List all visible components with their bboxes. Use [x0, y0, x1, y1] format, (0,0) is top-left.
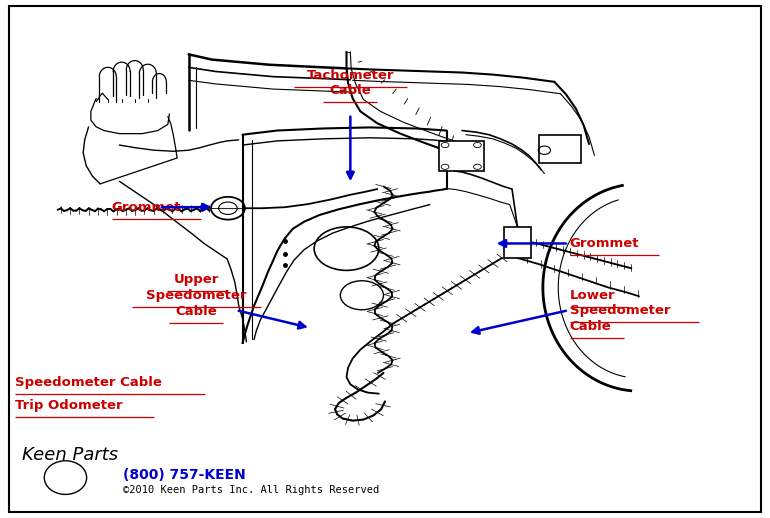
Text: Cable: Cable — [570, 320, 611, 333]
Text: Grommet: Grommet — [112, 200, 181, 214]
Bar — [539, 135, 581, 163]
Text: Tachometer: Tachometer — [306, 68, 394, 82]
Text: Cable: Cable — [330, 84, 371, 97]
Text: Trip Odometer: Trip Odometer — [15, 398, 123, 412]
Bar — [504, 227, 531, 258]
Text: Grommet: Grommet — [570, 237, 639, 250]
Text: Keen Parts: Keen Parts — [22, 446, 118, 464]
Text: Cable: Cable — [176, 305, 217, 318]
Text: Lower: Lower — [570, 289, 615, 302]
Text: Speedometer: Speedometer — [146, 289, 246, 302]
Text: Upper: Upper — [174, 273, 219, 286]
Text: Speedometer Cable: Speedometer Cable — [15, 376, 162, 389]
Text: Speedometer: Speedometer — [570, 305, 671, 318]
Text: (800) 757-KEEN: (800) 757-KEEN — [123, 468, 246, 482]
Ellipse shape — [45, 461, 86, 494]
Bar — [439, 141, 484, 171]
Text: ©2010 Keen Parts Inc. All Rights Reserved: ©2010 Keen Parts Inc. All Rights Reserve… — [123, 485, 380, 495]
